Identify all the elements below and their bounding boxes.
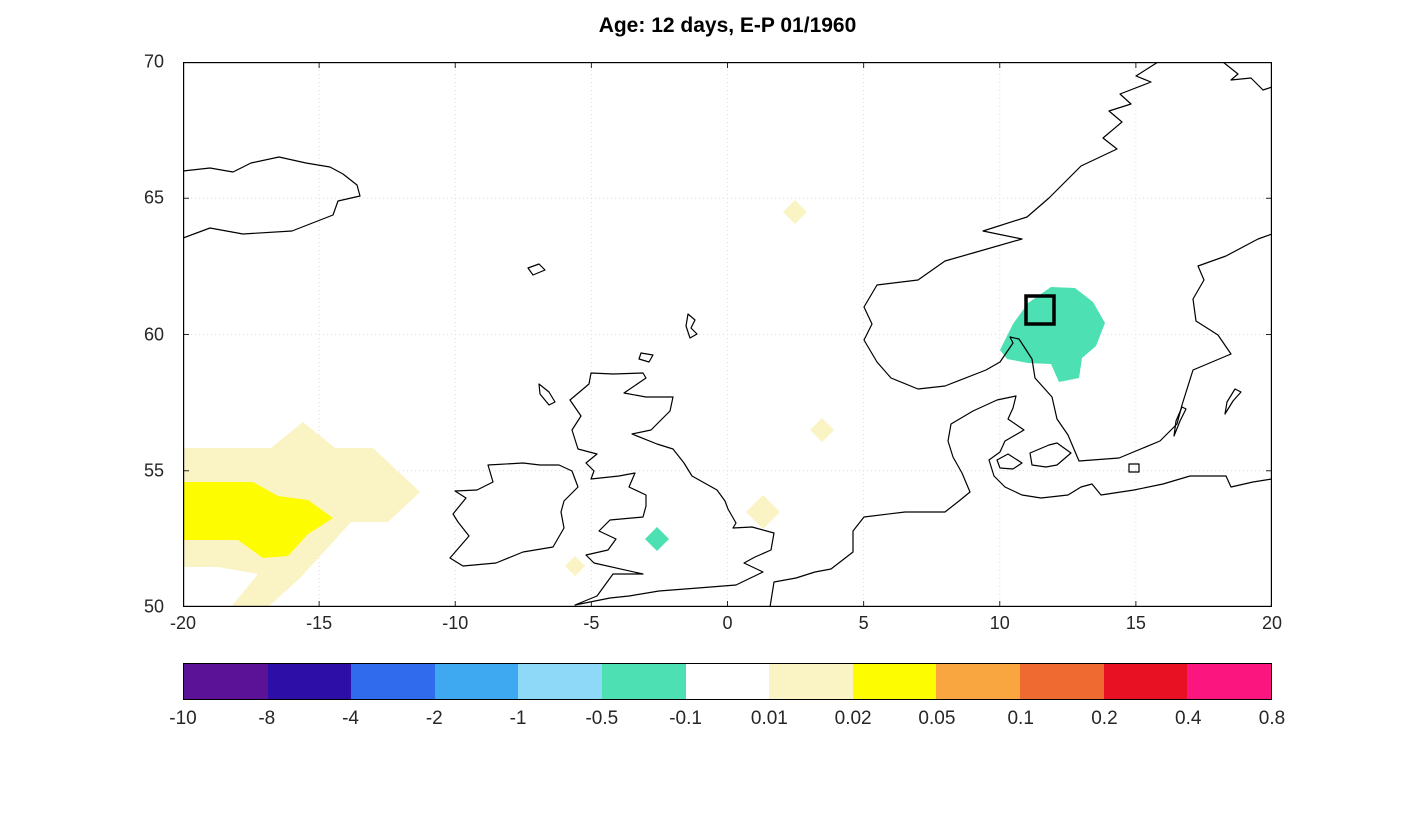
x-tick-label: -10 <box>442 613 469 633</box>
colorbar-tick-label: 0.2 <box>1091 708 1118 729</box>
colorbar-tick-label: 0.4 <box>1175 708 1202 729</box>
colorbar-tick-label: -2 <box>425 708 443 729</box>
colorbar-segment <box>351 664 435 699</box>
contour-cell-teal-england <box>645 527 669 551</box>
x-tick-label: -5 <box>583 613 600 633</box>
colorbar-tick-label: -10 <box>169 708 197 729</box>
plot-border <box>183 62 1272 607</box>
map-canvas <box>183 62 1272 607</box>
colorbar-tick-label: -4 <box>342 708 359 729</box>
y-tick-label: 65 <box>143 187 164 208</box>
contour-cell-pale-yellow-north-sea <box>810 418 834 442</box>
colorbar-segment <box>769 664 853 699</box>
colorbar-segment <box>518 664 603 699</box>
colorbar-tick-label: -8 <box>258 708 276 729</box>
colorbar-segment <box>184 664 268 699</box>
contour-patches <box>183 200 1105 607</box>
contour-patch-yellow-atlantic <box>183 482 333 558</box>
y-tick-label: 55 <box>143 460 164 481</box>
colorbar-tick-label: 0.1 <box>1007 708 1034 729</box>
x-tick-label: 20 <box>1261 613 1283 633</box>
coastline-scandinavia <box>863 62 1272 462</box>
coastline-shetland <box>685 313 698 339</box>
gridlines <box>183 62 1272 607</box>
x-tick-label: 10 <box>989 613 1010 633</box>
colorbar <box>183 663 1272 700</box>
coastline-funen <box>996 453 1023 470</box>
colorbar-tick-label: -1 <box>509 708 527 729</box>
colorbar-segment <box>852 664 937 699</box>
coastline-great-britain <box>569 372 775 606</box>
source-region-marker <box>1024 294 1056 326</box>
y-tick-label: 70 <box>143 51 164 72</box>
coastlines <box>183 62 1272 607</box>
y-tick-label: 50 <box>143 596 164 617</box>
colorbar-segment <box>1103 664 1188 699</box>
coastline-continental-europe <box>769 395 1272 607</box>
colorbar-segment <box>602 664 686 699</box>
coastline-gotland <box>1224 388 1242 415</box>
colorbar-tick-label: 0.01 <box>750 708 788 729</box>
contour-cell-pale-yellow-celtic-sea <box>565 556 585 576</box>
plot-area <box>183 62 1272 607</box>
x-axis-tick-labels: -20 -15 -10 -5 0 5 10 15 20 <box>170 613 1282 639</box>
x-tick-label: -15 <box>306 613 333 633</box>
colorbar-tick-label: 0.02 <box>834 708 872 729</box>
colorbar-tick-label: 0.05 <box>918 708 956 729</box>
colorbar-segment <box>434 664 519 699</box>
coastline-troms-corner <box>1222 62 1272 91</box>
colorbar-segment <box>267 664 352 699</box>
coastline-zealand <box>1029 442 1072 468</box>
colorbar-segment <box>1187 664 1271 699</box>
contour-cell-pale-yellow-norwegian-sea <box>783 200 807 224</box>
coastline-orkney <box>638 352 654 363</box>
contour-cell-pale-yellow-east-england <box>746 495 780 529</box>
colorbar-tick-label: -0.1 <box>669 708 702 729</box>
coastline-faroe-islands <box>527 263 546 276</box>
x-tick-label: 5 <box>858 613 869 633</box>
coastline-ireland <box>449 462 579 567</box>
coastline-bornholm <box>1128 463 1140 473</box>
colorbar-segment <box>1020 664 1104 699</box>
chart-title: Age: 12 days, E-P 01/1960 <box>598 14 857 37</box>
x-tick-label: 15 <box>1125 613 1146 633</box>
colorbar-tick-label: -0.5 <box>585 708 619 729</box>
coastline-hebrides <box>538 383 556 406</box>
coastline-oland <box>1173 406 1187 437</box>
y-axis-tick-labels: 70 65 60 55 50 <box>110 52 174 617</box>
coastline-iceland <box>183 156 361 239</box>
colorbar-track <box>184 664 1271 699</box>
x-tick-label: -20 <box>169 613 197 633</box>
colorbar-segment <box>936 664 1021 699</box>
colorbar-segment <box>685 664 770 699</box>
colorbar-tick-label: 0.8 <box>1258 708 1286 729</box>
colorbar-tick-labels: -10 -8 -4 -2 -1 -0.5 -0.1 0.01 0.02 0.05 0.1 0.2 0.4… <box>169 708 1285 734</box>
y-tick-label: 60 <box>143 324 164 344</box>
x-tick-label: 0 <box>722 613 733 633</box>
